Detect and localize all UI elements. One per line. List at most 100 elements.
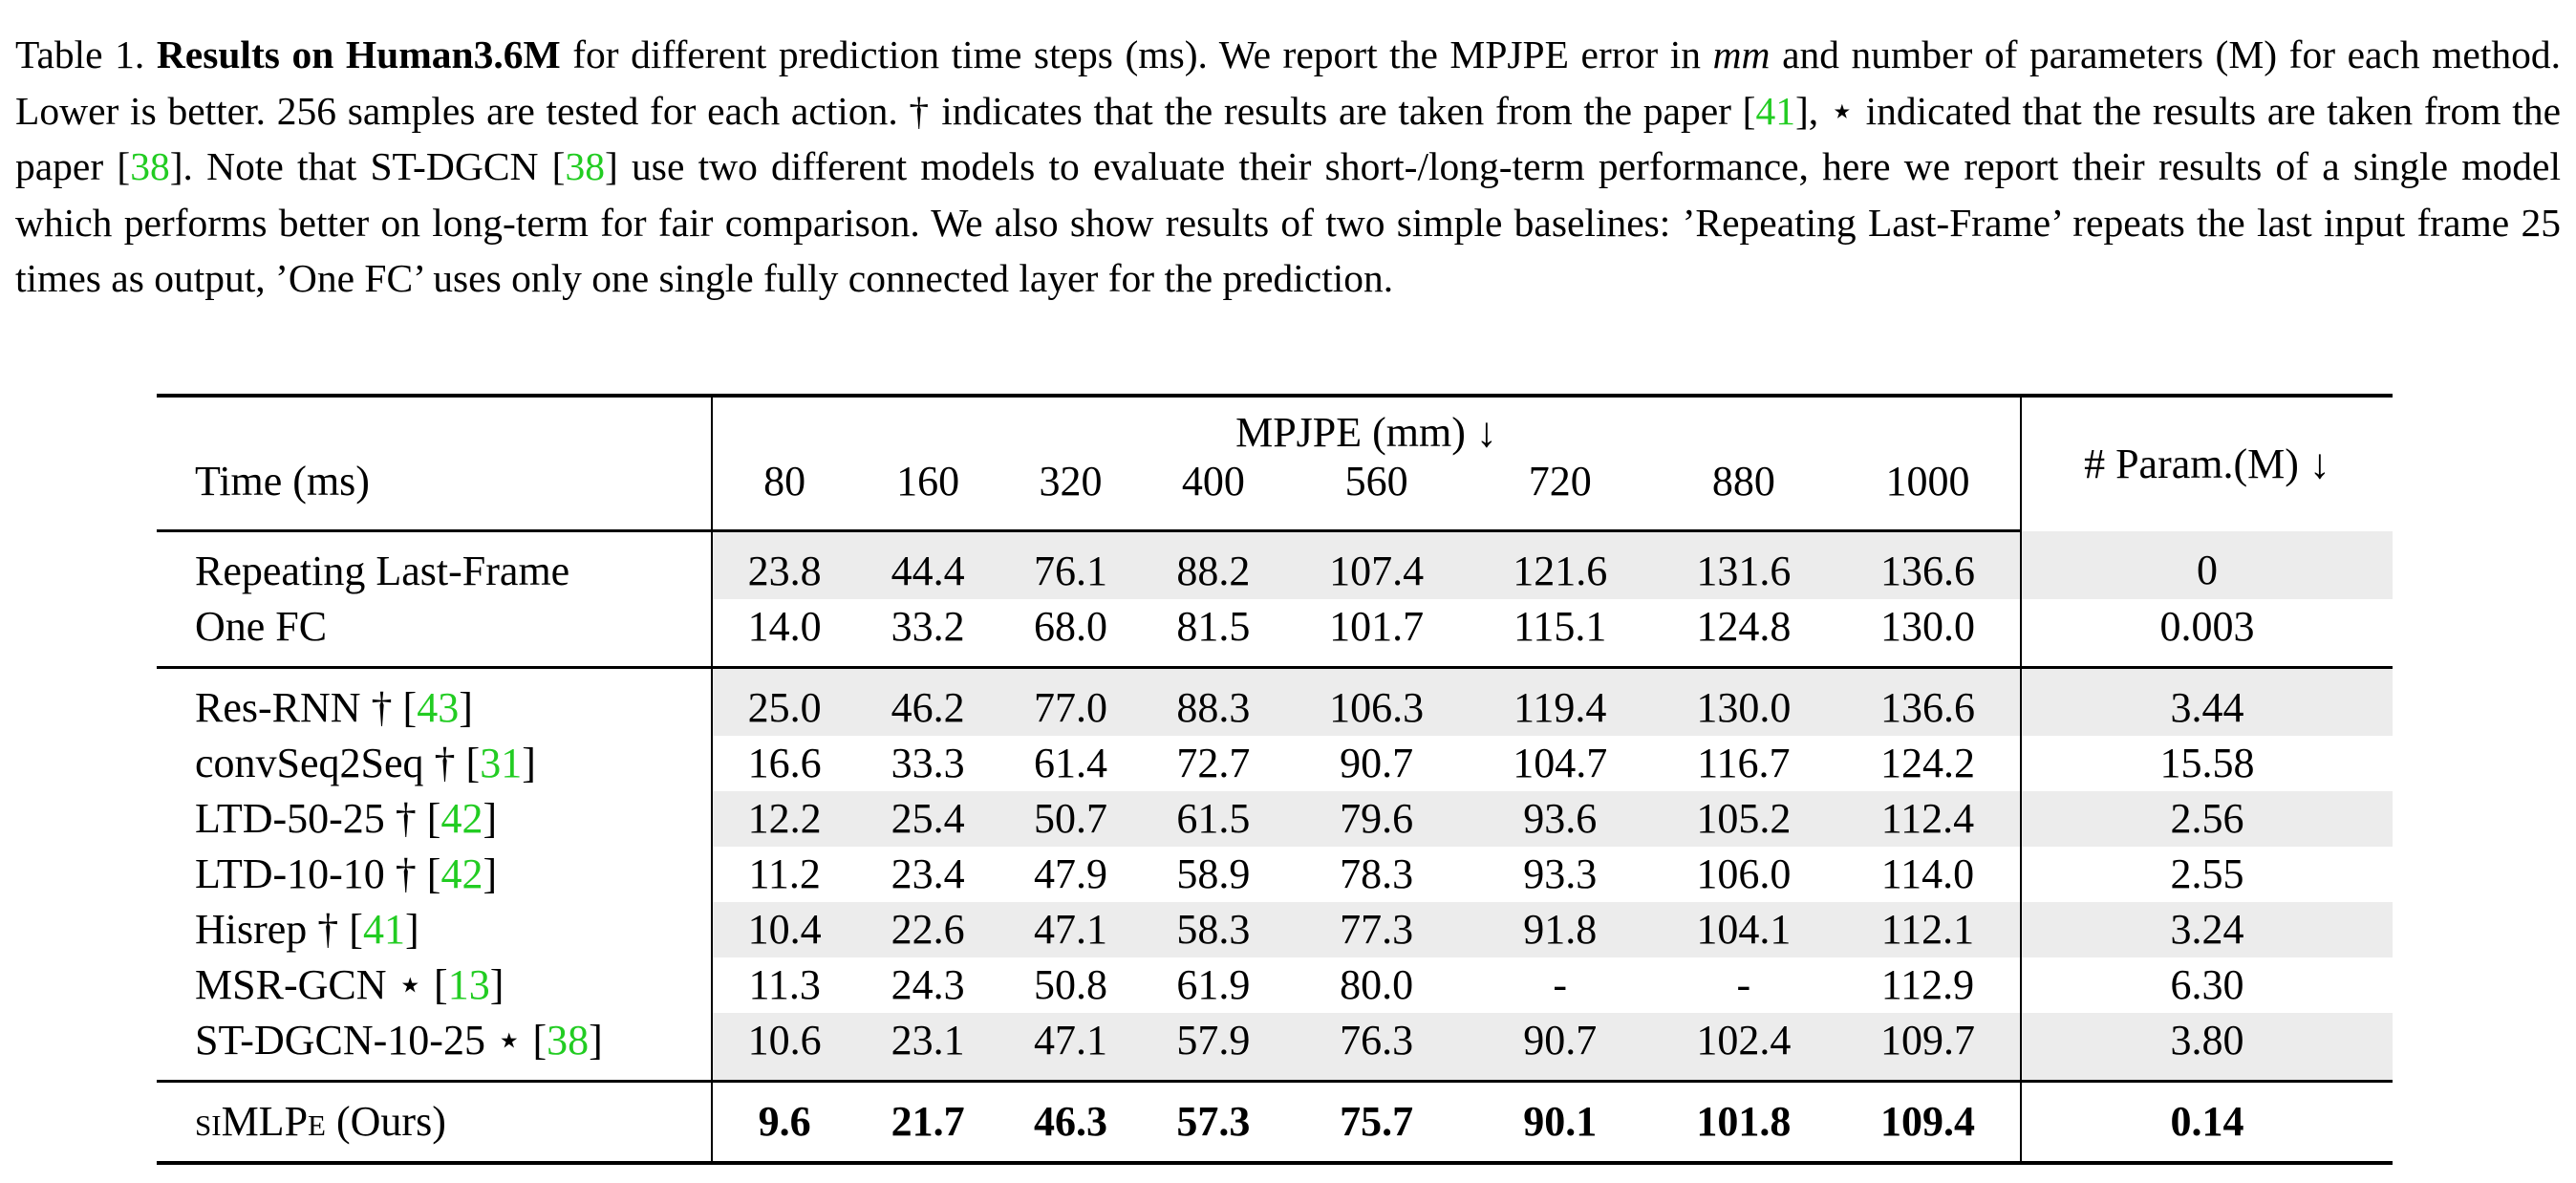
mpjpe-value: 46.2 <box>856 667 999 736</box>
param-header: # Param.(M) ↓ <box>2020 396 2393 531</box>
method-label: convSeq2Seq † [ <box>195 740 481 786</box>
mpjpe-value: 136.6 <box>1835 530 2021 599</box>
caption-text: ]. Note that ST-DGCN [ <box>169 144 566 188</box>
mpjpe-value: 44.4 <box>856 530 999 599</box>
mpjpe-value: 77.0 <box>998 667 1143 736</box>
citation-link[interactable]: 38 <box>547 1017 590 1064</box>
mpjpe-value: - <box>1553 961 1568 1008</box>
caption-text: for different prediction time steps (ms)… <box>560 32 1713 76</box>
method-row: MSR-GCN ⋆ [13] 11.3 24.3 50.8 61.9 80.0 - - 112.… <box>157 957 2393 1013</box>
mpjpe-value: 76.3 <box>1284 1013 1469 1083</box>
results-table-wrapper: MPJPE (mm) ↓ # Param.(M) ↓ Time (ms) 80 … <box>157 394 2393 1165</box>
mpjpe-value: 57.3 <box>1142 1081 1285 1165</box>
time-header: 160 <box>856 457 999 532</box>
mpjpe-group-header: MPJPE (mm) ↓ <box>1235 409 1497 456</box>
method-label: Res-RNN † [ <box>195 684 418 731</box>
method-label-end: ] <box>459 684 473 731</box>
mpjpe-value: 112.9 <box>1880 961 1975 1008</box>
param-value: 3.24 <box>2020 902 2393 957</box>
caption-text: ], ⋆ indicated that the results are take… <box>15 88 2562 189</box>
mpjpe-value: 106.0 <box>1696 850 1792 897</box>
ours-row: siMLPe (Ours) 9.6 21.7 46.3 57.3 75.7 90.1 101.… <box>157 1081 2393 1165</box>
mpjpe-value: 101.7 <box>1284 599 1469 669</box>
mpjpe-value: 72.7 <box>1176 740 1251 786</box>
mpjpe-value: 50.7 <box>998 791 1143 847</box>
method-label-suffix: (Ours) <box>325 1098 446 1145</box>
mpjpe-value: 10.6 <box>712 1013 857 1083</box>
mpjpe-value: 112.4 <box>1835 791 2021 847</box>
caption-text: ] use two different models to evaluate t… <box>15 144 2561 300</box>
mpjpe-value: 130.0 <box>1651 667 1835 736</box>
mpjpe-value: 131.6 <box>1651 530 1835 599</box>
mpjpe-value: 116.7 <box>1697 740 1791 786</box>
mpjpe-value: 23.8 <box>712 530 857 599</box>
method-label-end: ] <box>483 795 498 842</box>
method-label: MSR-GCN ⋆ [ <box>195 961 448 1008</box>
method-rows: Res-RNN † [43] 25.0 46.2 77.0 88.3 106.3 119.4… <box>157 667 2393 1083</box>
mpjpe-value: 79.6 <box>1284 791 1469 847</box>
mpjpe-value: 61.4 <box>1033 740 1107 786</box>
citation-link[interactable]: 38 <box>565 144 606 188</box>
method-row: Hisrep † [41] 10.4 22.6 47.1 58.3 77.3 91.8 104… <box>157 902 2393 957</box>
caption-label: Table 1. <box>15 32 145 76</box>
method-row: LTD-50-25 † [42] 12.2 25.4 50.7 61.5 79.6 93.6… <box>157 791 2393 847</box>
time-header: 1000 <box>1835 457 2021 532</box>
method-row: convSeq2Seq † [31] 16.6 33.3 61.4 72.7 90.7 10… <box>157 736 2393 791</box>
param-value: 6.30 <box>2020 957 2393 1013</box>
table-caption: Table 1. Results on Human3.6M for differ… <box>15 27 2561 307</box>
citation-link[interactable]: 41 <box>362 906 405 953</box>
mpjpe-value: 10.4 <box>712 902 857 957</box>
mpjpe-value: 104.7 <box>1513 740 1608 786</box>
header-row-times: Time (ms) 80 160 320 400 560 720 880 100… <box>157 457 2393 532</box>
method-label-end: ] <box>522 740 536 786</box>
citation-link[interactable]: 43 <box>417 684 460 731</box>
method-label: One FC <box>195 603 328 650</box>
mpjpe-value: - <box>1736 961 1751 1008</box>
method-name: LTD-50-25 † [42] <box>157 791 713 847</box>
mpjpe-value: 109.7 <box>1835 1013 2021 1083</box>
citation-link[interactable]: 41 <box>1755 88 1795 133</box>
mpjpe-value: 102.4 <box>1651 1013 1835 1083</box>
mpjpe-value: 58.3 <box>1142 902 1285 957</box>
mpjpe-value: 25.0 <box>712 667 857 736</box>
mpjpe-value: 115.1 <box>1468 599 1652 669</box>
mpjpe-value: 23.4 <box>891 850 965 897</box>
method-label: siMLPe <box>195 1098 326 1145</box>
method-row: Res-RNN † [43] 25.0 46.2 77.0 88.3 106.3 119.4… <box>157 667 2393 736</box>
baseline-row: Repeating Last-Frame 23.8 44.4 76.1 88.2 107.… <box>157 530 2393 599</box>
mpjpe-value: 109.4 <box>1835 1081 2021 1165</box>
baseline-rows: Repeating Last-Frame 23.8 44.4 76.1 88.2 107.… <box>157 530 2393 669</box>
mpjpe-value: 77.3 <box>1284 902 1469 957</box>
method-label-end: ] <box>589 1017 603 1064</box>
caption-unit-mm: mm <box>1712 32 1771 76</box>
time-header: 720 <box>1468 457 1652 532</box>
citation-link[interactable]: 31 <box>480 740 523 786</box>
method-name: Hisrep † [41] <box>157 902 713 957</box>
mpjpe-value: 130.0 <box>1835 599 2021 669</box>
mpjpe-value: 25.4 <box>856 791 999 847</box>
mpjpe-value: 47.1 <box>998 902 1143 957</box>
mpjpe-value: 90.1 <box>1468 1081 1652 1165</box>
mpjpe-value: 14.0 <box>712 599 857 669</box>
mpjpe-value: 23.1 <box>856 1013 999 1083</box>
method-label: Hisrep † [ <box>195 906 363 953</box>
baseline-row: One FC 14.0 33.2 68.0 81.5 101.7 115.1 124.8 130… <box>157 599 2393 669</box>
mpjpe-value: 88.3 <box>1142 667 1285 736</box>
method-name: Res-RNN † [43] <box>157 667 713 736</box>
mpjpe-value: 11.3 <box>748 961 821 1008</box>
mpjpe-value: 33.2 <box>856 599 999 669</box>
mpjpe-value: 106.3 <box>1284 667 1469 736</box>
param-value: 3.44 <box>2020 667 2393 736</box>
param-value: 0 <box>2020 530 2393 599</box>
results-table: MPJPE (mm) ↓ # Param.(M) ↓ Time (ms) 80 … <box>157 394 2393 1165</box>
method-name: convSeq2Seq † [31] <box>157 736 713 791</box>
citation-link[interactable]: 38 <box>130 144 170 188</box>
citation-link[interactable]: 42 <box>440 850 483 897</box>
mpjpe-value: 61.9 <box>1176 961 1251 1008</box>
citation-link[interactable]: 42 <box>440 795 483 842</box>
citation-link[interactable]: 13 <box>447 961 490 1008</box>
mpjpe-value: 119.4 <box>1468 667 1652 736</box>
mpjpe-value: 93.6 <box>1468 791 1652 847</box>
mpjpe-value: 68.0 <box>998 599 1143 669</box>
mpjpe-value: 124.2 <box>1879 740 1975 786</box>
